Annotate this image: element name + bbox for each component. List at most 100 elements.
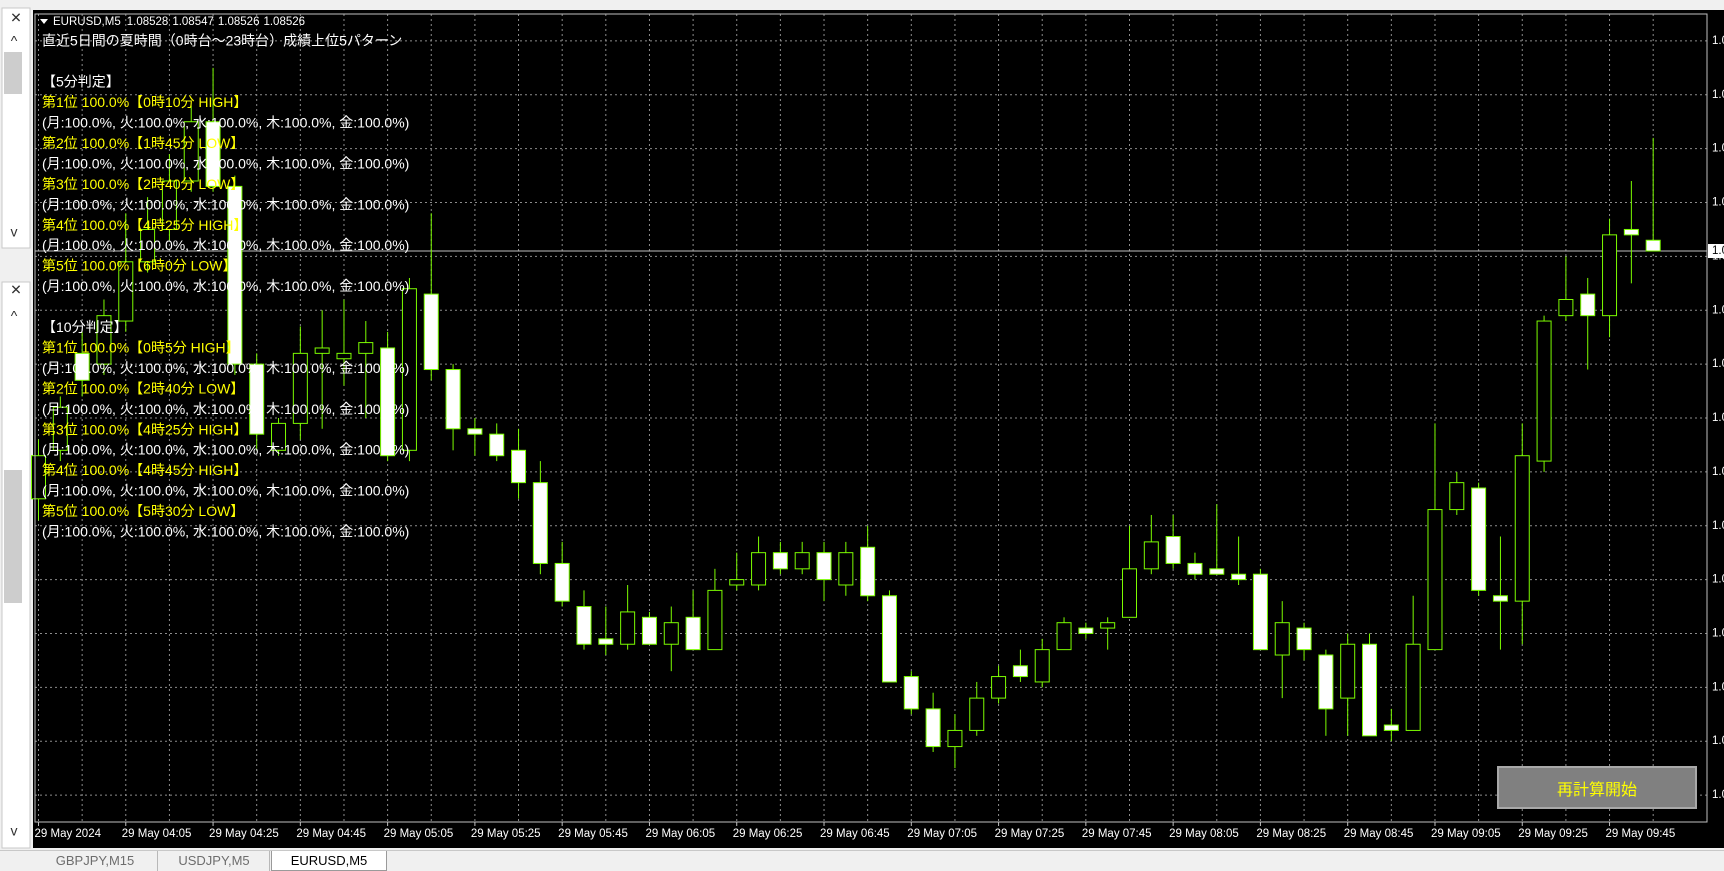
pattern-rank: 第5位 100.0%【6時0分 LOW】 [42, 258, 237, 274]
candles [31, 67, 1661, 769]
candle-body [1034, 649, 1050, 683]
candle-body [816, 552, 832, 581]
y-tick-label: 1.08515 [1712, 304, 1724, 316]
candle-body [925, 708, 941, 748]
scroll-up[interactable]: ^ [11, 308, 18, 324]
candle-body [96, 315, 112, 365]
section-heading: 【10分判定】 [42, 319, 128, 335]
candle-body [183, 121, 199, 182]
candle-body [532, 482, 548, 564]
candle-body [903, 676, 919, 710]
candle-body [1580, 293, 1596, 317]
candle-body [729, 579, 745, 586]
pattern-rank: 第2位 100.0%【1時45分 LOW】 [42, 135, 244, 151]
candle-body [140, 228, 156, 263]
pattern-rank: 第3位 100.0%【2時40分 LOW】 [42, 176, 244, 192]
candle-body [271, 422, 287, 451]
pattern-days: (月:100.0%, 火:100.0%, 水:100.0%, 木:100.0%,… [42, 442, 409, 458]
tab-active[interactable]: EURUSD,M5 [271, 851, 387, 871]
x-tick-label: 29 May 05:45 [558, 828, 628, 840]
overlay-title: 直近5日間の夏時間（0時台〜23時台）成績上位5パターン [42, 33, 402, 49]
scroll-down[interactable]: v [11, 224, 18, 240]
x-tick-label: 29 May 06:05 [645, 828, 715, 840]
pattern-rank: 第4位 100.0%【4時25分 HIGH】 [42, 217, 247, 233]
candle-body [1143, 541, 1159, 570]
scroll-thumb[interactable] [4, 470, 22, 603]
pattern-days: (月:100.0%, 火:100.0%, 水:100.0%, 木:100.0%,… [42, 278, 409, 294]
x-tick-label: 29 May 08:05 [1169, 828, 1239, 840]
candle-body [598, 638, 614, 645]
candle-body [685, 616, 701, 651]
x-tick-label: 29 May 04:25 [209, 828, 279, 840]
candle-body [707, 589, 723, 651]
scroll-up[interactable]: ^ [11, 33, 18, 49]
candle-body [751, 552, 767, 586]
candle-body [1318, 654, 1334, 710]
candle-body [838, 552, 854, 586]
y-tick-label: 1.08535 [1712, 197, 1724, 209]
candle-body [1383, 724, 1399, 731]
candle-body [991, 676, 1007, 699]
tab[interactable]: USDJPY,M5 [159, 851, 270, 871]
pattern-rank: 第5位 100.0%【5時30分 LOW】 [42, 503, 244, 519]
y-tick-label: 1.08445 [1712, 681, 1724, 693]
header-low: 1.08526 [218, 16, 260, 28]
x-tick-label: 29 May 05:05 [384, 828, 454, 840]
close-icon[interactable]: ✕ [10, 10, 22, 26]
chart-header: EURUSD,M5 1.08528 1.08547 1.08526 1.08526 [53, 16, 305, 28]
bid-label-box [1708, 244, 1724, 259]
pattern-rank: 第3位 100.0%【4時25分 HIGH】 [42, 421, 247, 437]
candle-body [205, 121, 221, 187]
candle-body [1122, 568, 1137, 618]
x-tick-label: 29 May 04:05 [122, 828, 192, 840]
candle-body [401, 288, 417, 451]
candle-body [445, 369, 461, 430]
scroll-thumb[interactable] [4, 52, 22, 94]
plot-border [34, 13, 1708, 823]
time-axis: 29 May 2024 29 May 04:05 29 May 04:25 29 Ma… [35, 822, 1676, 840]
candle-body [1100, 622, 1116, 629]
candle-body [1296, 627, 1312, 651]
bid-label: 1.08526 [1712, 245, 1724, 257]
candle-body [489, 433, 505, 457]
y-tick-label: 1.08545 [1712, 143, 1724, 155]
candle-body [314, 347, 330, 354]
candle-body [969, 697, 985, 731]
scroll-down[interactable]: v [11, 823, 18, 839]
x-tick-label: 29 May 07:25 [995, 828, 1065, 840]
candle-body [1623, 228, 1639, 236]
y-tick-label: 1.08425 [1712, 789, 1724, 801]
candle-body [1449, 482, 1465, 511]
y-tick-label: 1.08435 [1712, 735, 1724, 747]
pattern-days: (月:100.0%, 火:100.0%, 水:100.0%, 木:100.0%,… [42, 483, 409, 499]
price-scale: 1.08425 1.08435 1.08445 1.08455 1.08465 1.084… [1708, 35, 1724, 801]
tab[interactable]: GBPJPY,M15 [33, 851, 158, 871]
x-tick-label: 29 May 09:45 [1606, 828, 1676, 840]
candle-body [641, 616, 657, 645]
y-tick-label: 1.08465 [1712, 574, 1724, 586]
candle-body [1536, 320, 1552, 462]
candle-body [227, 185, 243, 365]
pattern-days: (月:100.0%, 火:100.0%, 水:100.0%, 木:100.0%,… [42, 115, 409, 131]
candle-body [511, 449, 527, 484]
side-panel [1, 7, 31, 249]
x-tick-label: 29 May 04:45 [296, 828, 366, 840]
x-tick-label: 29 May 05:25 [471, 828, 541, 840]
candle-body [1362, 643, 1378, 737]
close-icon[interactable]: ✕ [10, 282, 22, 298]
chart: ✕ ^ v ✕ ^ v 1.08425 1.08435 1.08445 1.08455… [1, 7, 1724, 849]
candle-body [554, 562, 570, 602]
candle-body [249, 363, 265, 435]
text-overlay: 直近5日間の夏時間（0時台〜23時台）成績上位5パターン【5分判定】第1位 10… [42, 33, 409, 540]
candle-body [1471, 487, 1487, 591]
candle-body [52, 406, 68, 451]
x-tick-label: 29 May 06:25 [733, 828, 803, 840]
candle-body [1492, 595, 1508, 602]
candle-body [860, 546, 876, 597]
recalc-button[interactable]: 再計算開始 [1497, 766, 1697, 809]
pattern-rank: 第1位 100.0%【0時10分 HIGH】 [42, 94, 247, 110]
candle-body [1165, 536, 1181, 564]
x-tick-label: 29 May 08:45 [1344, 828, 1414, 840]
y-tick-label: 1.08455 [1712, 627, 1724, 639]
menu-arrow[interactable] [40, 19, 48, 24]
